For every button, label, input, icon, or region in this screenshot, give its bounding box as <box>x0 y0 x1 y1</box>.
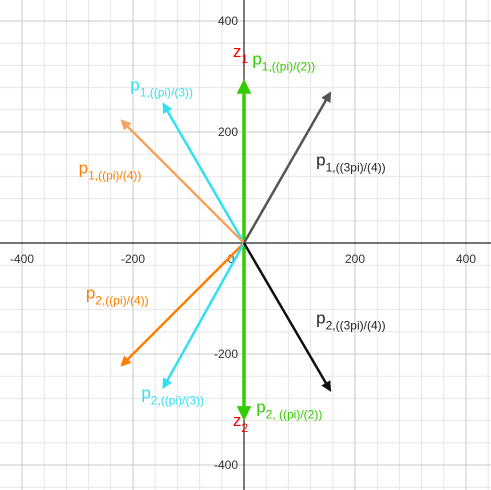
x-tick-label: 400 <box>456 252 476 266</box>
label-p1-pi4: p1,((pi)/(4)) <box>79 159 142 183</box>
vector-p1-pi4 <box>120 119 245 244</box>
vector-p2-3pi4 <box>242 242 332 392</box>
y-tick-label: 400 <box>218 14 238 28</box>
x-tick-label: -400 <box>10 252 34 266</box>
label-p2-pi3: p2,((pi)/(3)) <box>141 383 204 407</box>
x-tick-label: 200 <box>345 252 365 266</box>
label-p1-pi3: p1,((pi)/(3)) <box>130 75 193 99</box>
vector-p1-3pi4 <box>242 91 332 244</box>
x-tick-label: -200 <box>121 252 145 266</box>
tick-labels: -400 -200 0 200 400 400 200 -200 -400 <box>10 14 476 472</box>
label-p1-pi2: p1,((pi)/(2)) <box>252 49 315 73</box>
vector-p2-pi3 <box>162 242 246 390</box>
vector-p1-pi3 <box>162 102 246 244</box>
vector-p2-pi4 <box>120 242 245 367</box>
label-p2-pi2: p2, ((pi)/(2)) <box>256 397 322 421</box>
label-p2-3pi4: p2,((3pi)/(4)) <box>316 308 385 332</box>
label-p2-pi4: p2,((pi)/(4)) <box>86 284 149 308</box>
label-z1: z1 <box>233 42 249 66</box>
x-tick-label: 0 <box>228 252 235 266</box>
label-p1-3pi4: p1,((3pi)/(4)) <box>316 150 385 174</box>
vectors <box>120 79 332 421</box>
y-tick-label: -200 <box>214 347 238 361</box>
label-z2: z2 <box>233 411 249 435</box>
y-tick-label: 200 <box>218 125 238 139</box>
y-tick-label: -400 <box>214 458 238 472</box>
vector-labels: z1 z2 p1,((pi)/(2)) p1,((pi)/(3)) p1,((pi)/(… <box>79 42 386 435</box>
